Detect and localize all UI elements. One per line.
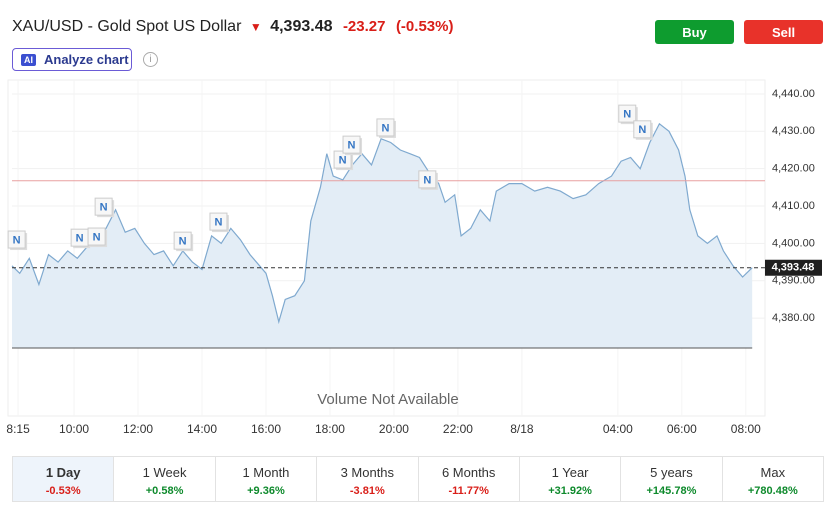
period-tab[interactable]: Max +780.48% [723, 457, 823, 501]
period-label: 1 Day [45, 465, 81, 480]
change-pct: (-0.53%) [395, 18, 454, 35]
header: XAU/USD - Gold Spot US Dollar ▼ 4,393.48… [12, 18, 453, 36]
period-tab[interactable]: 1 Week +0.58% [114, 457, 216, 501]
x-tick-label: 14:00 [187, 422, 217, 436]
news-label: N [339, 154, 347, 166]
period-change: +780.48% [747, 485, 798, 497]
x-tick-label: 10:00 [59, 422, 89, 436]
period-change: -0.53% [45, 485, 81, 497]
news-label: N [381, 122, 389, 134]
x-tick-label: 12:00 [123, 422, 153, 436]
x-tick-label: 20:00 [379, 422, 409, 436]
change: -23.27 [342, 18, 386, 35]
news-marker [173, 231, 192, 250]
news-marker [618, 104, 637, 123]
info-icon[interactable]: i [143, 52, 158, 67]
news-marker [376, 118, 395, 137]
last-price-tag [765, 259, 822, 276]
period-tab[interactable]: 1 Day -0.53% [13, 457, 115, 501]
buy-button[interactable]: Buy [655, 20, 734, 44]
instrument-title: XAU/USD - Gold Spot US Dollar [12, 18, 242, 35]
x-tick-label: 08:00 [731, 422, 761, 436]
news-label: N [623, 109, 631, 121]
period-label: Max [760, 465, 786, 480]
period-tab[interactable]: 1 Year +31.92% [520, 457, 622, 501]
price: 4,393.48 [270, 18, 333, 35]
last-price-label: 4,393.48 [772, 262, 815, 274]
news-label: N [423, 174, 431, 186]
period-change: +31.92% [548, 485, 592, 497]
x-tick-label: 04:00 [603, 422, 633, 436]
news-marker [87, 227, 106, 246]
news-marker [633, 120, 652, 139]
news-label: N [100, 202, 108, 214]
period-label: 1 Week [142, 465, 187, 480]
y-tick-label: 4,400.00 [772, 237, 815, 249]
x-tick-label: 18:00 [315, 422, 345, 436]
period-label: 3 Months [340, 465, 395, 480]
ai-badge: AI [21, 53, 36, 66]
news-label: N [93, 231, 101, 243]
down-arrow: ▼ [249, 20, 262, 34]
y-tick-label: 4,390.00 [772, 275, 815, 287]
period-change: -11.77% [448, 485, 489, 497]
news-label: N [76, 233, 84, 245]
period-change: -3.81% [349, 485, 385, 497]
period-tab[interactable]: 1 Month +9.36% [216, 457, 318, 501]
analyze-button[interactable]: AI Analyze chart [12, 48, 132, 71]
news-marker [209, 212, 228, 231]
period-label: 1 Year [551, 465, 589, 480]
news-label: N [348, 140, 356, 152]
news-label: N [638, 124, 646, 136]
news-marker [94, 197, 113, 216]
news-marker [418, 170, 437, 189]
period-change: +0.58% [145, 485, 184, 497]
y-tick-label: 4,440.00 [772, 88, 815, 100]
y-tick-label: 4,430.00 [772, 125, 815, 137]
x-tick-label: 22:00 [443, 422, 473, 436]
sell-button[interactable]: Sell [744, 20, 823, 44]
x-tick-label: 16:00 [251, 422, 281, 436]
news-label: N [214, 216, 222, 228]
period-tab[interactable]: 6 Months -11.77% [419, 457, 520, 501]
y-tick-label: 4,420.00 [772, 163, 815, 175]
period-label: 6 Months [441, 465, 496, 480]
chart: 4,380.00 4,390.00 4,400.00 4,410.00 4,420.00… [6, 79, 822, 436]
volume-note: Volume Not Available [317, 391, 458, 408]
x-tick-label: 8:15 [6, 422, 30, 436]
period-tab[interactable]: 3 Months -3.81% [317, 457, 419, 501]
period-tabs: 1 Day -0.53% 1 Week +0.58% 1 Month +9.36% 3 Mo… [12, 456, 824, 502]
x-tick-label: 06:00 [667, 422, 697, 436]
period-tab[interactable]: 5 years +145.78% [621, 457, 723, 501]
y-tick-label: 4,380.00 [772, 312, 815, 324]
period-change: +9.36% [247, 485, 285, 497]
news-marker [7, 230, 26, 249]
area [12, 123, 753, 348]
news-label: N [13, 234, 21, 246]
news-marker [342, 135, 361, 154]
analyze-label: Analyze chart [44, 52, 129, 67]
x-tick-label: 8/18 [510, 422, 534, 436]
period-label: 5 years [650, 465, 693, 480]
price-line [11, 122, 753, 325]
y-tick-label: 4,410.00 [772, 200, 815, 212]
period-label: 1 Month [242, 465, 290, 480]
news-label: N [179, 236, 187, 248]
period-change: +145.78% [646, 485, 697, 497]
